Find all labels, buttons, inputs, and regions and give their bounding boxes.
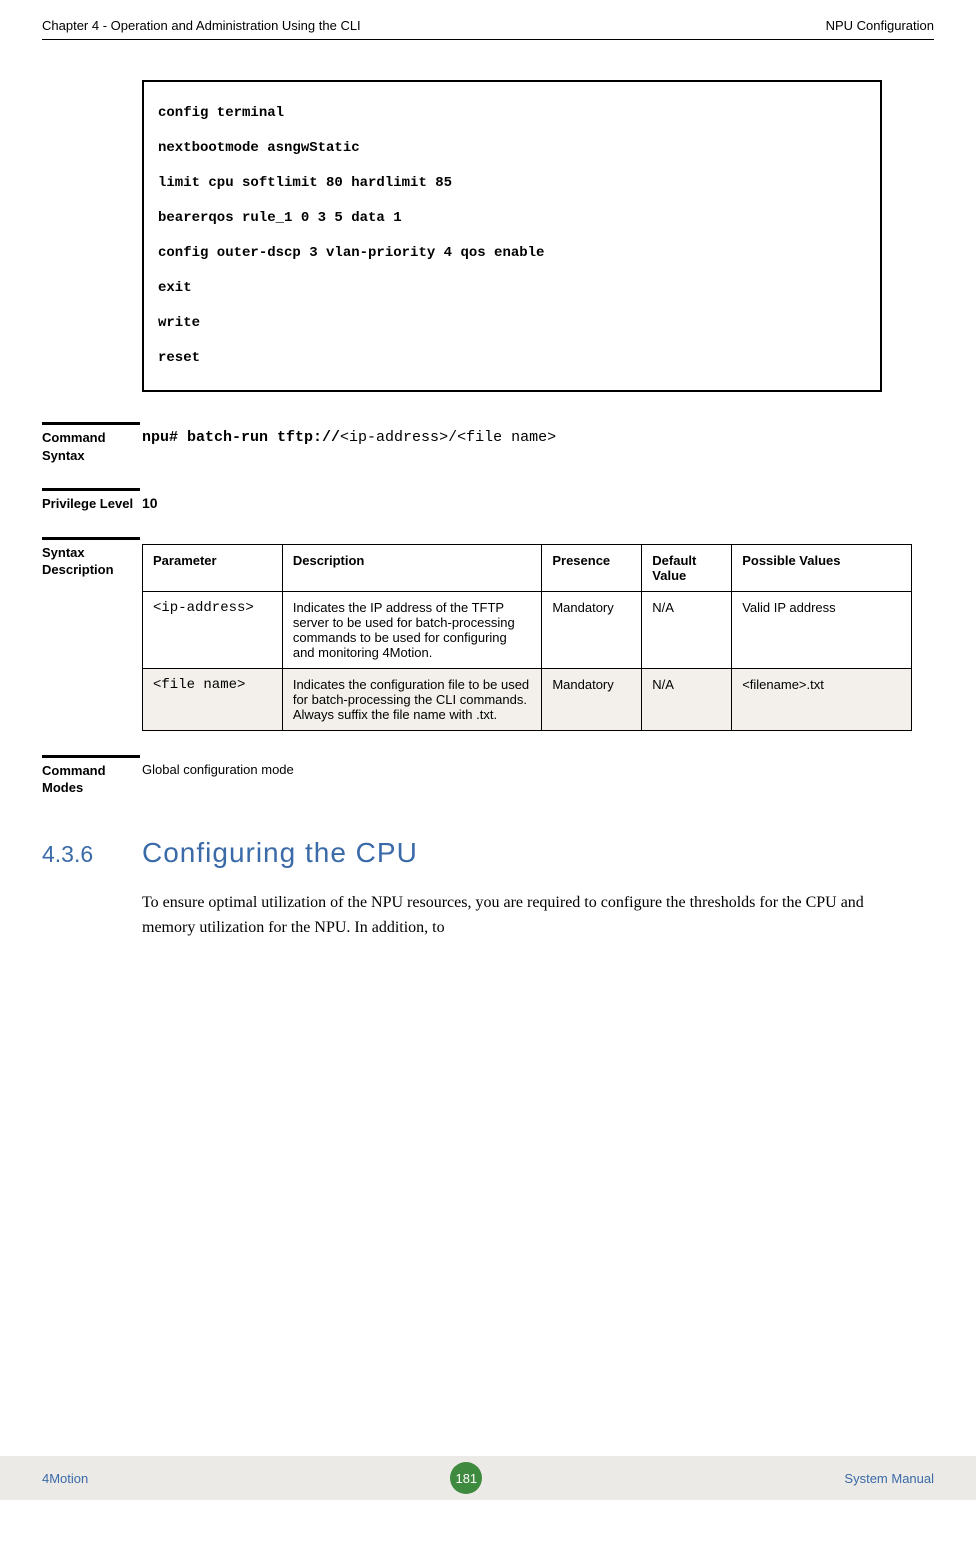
privilege-value: 10 — [142, 495, 934, 511]
command-syntax-block: Command Syntax npu# batch-run tftp://<ip… — [42, 422, 934, 464]
footer-left: 4Motion — [42, 1471, 88, 1486]
page-header: Chapter 4 - Operation and Administration… — [42, 18, 934, 40]
table-cell: Indicates the IP address of the TFTP ser… — [282, 591, 542, 668]
header-left: Chapter 4 - Operation and Administration… — [42, 18, 361, 33]
syntax-table: ParameterDescriptionPresenceDefault Valu… — [142, 544, 912, 731]
cmd-bold: npu# batch-run tftp:// — [142, 429, 340, 446]
syntax-description-block: Syntax Description ParameterDescriptionP… — [42, 537, 934, 731]
table-cell: <ip-address> — [143, 591, 283, 668]
command-modes-label: Command Modes — [42, 762, 142, 797]
section-number: 4.3.6 — [42, 841, 142, 868]
table-row: <ip-address>Indicates the IP address of … — [143, 591, 912, 668]
body-paragraph: To ensure optimal utilization of the NPU… — [142, 891, 912, 941]
table-header-cell: Description — [282, 544, 542, 591]
syntax-description-label: Syntax Description — [42, 544, 142, 579]
page-footer: 4Motion 181 System Manual — [0, 1456, 976, 1500]
command-syntax-value: npu# batch-run tftp://<ip-address>/<file… — [142, 429, 934, 446]
table-row: <file name>Indicates the configuration f… — [143, 668, 912, 730]
header-right: NPU Configuration — [826, 18, 934, 33]
cmd-rest: <ip-address>/<file name> — [340, 429, 556, 446]
command-modes-block: Command Modes Global configuration mode — [42, 755, 934, 797]
table-cell: Mandatory — [542, 668, 642, 730]
command-modes-value: Global configuration mode — [142, 762, 934, 777]
table-cell: <file name> — [143, 668, 283, 730]
table-header-cell: Default Value — [642, 544, 732, 591]
table-cell: Indicates the configuration file to be u… — [282, 668, 542, 730]
table-header-cell: Presence — [542, 544, 642, 591]
footer-page-number: 181 — [450, 1462, 482, 1494]
table-header-cell: Parameter — [143, 544, 283, 591]
table-cell: N/A — [642, 668, 732, 730]
table-cell: Valid IP address — [732, 591, 912, 668]
config-code-block: config terminal nextbootmode asngwStatic… — [142, 80, 882, 392]
table-header-cell: Possible Values — [732, 544, 912, 591]
footer-right: System Manual — [844, 1471, 934, 1486]
privilege-block: Privilege Level 10 — [42, 488, 934, 513]
table-cell: <filename>.txt — [732, 668, 912, 730]
table-cell: Mandatory — [542, 591, 642, 668]
section-heading: 4.3.6 Configuring the CPU — [42, 837, 934, 869]
section-title: Configuring the CPU — [142, 837, 418, 869]
privilege-label: Privilege Level — [42, 495, 142, 513]
table-cell: N/A — [642, 591, 732, 668]
command-syntax-label: Command Syntax — [42, 429, 142, 464]
